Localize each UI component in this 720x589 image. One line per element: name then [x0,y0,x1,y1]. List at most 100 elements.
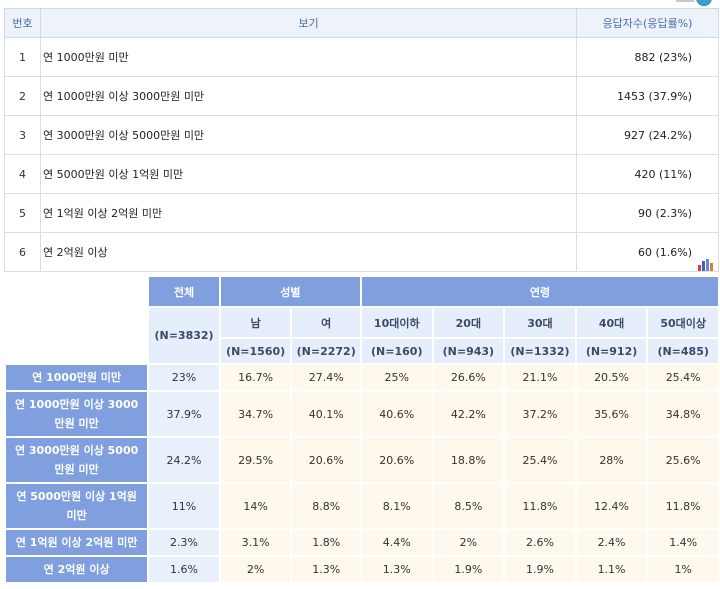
help-badge-icon[interactable] [696,0,712,6]
crosstab-cell: 21.1% [505,365,575,390]
result-value: 882 (23%) [576,37,719,77]
crosstab-cell: 11% [149,484,219,528]
crosstab-cell: 20.6% [361,438,432,482]
header-age-n: (N=912) [576,339,647,363]
result-no: 4 [4,154,41,194]
crosstab-cell: 1.8% [292,530,360,555]
header-age-n: (N=485) [648,339,718,363]
header-gender-n: (N=1560) [220,339,291,363]
result-value: 60 (1.6%) [576,232,719,272]
crosstab-row: 연 1억원 이상 2억원 미만 2.3% 3.1% 1.8% 4.4% 2% 2.6% 2.4… [6,530,718,555]
crosstab-cell: 20.6% [292,438,360,482]
header-gender-n: (N=2272) [292,339,360,363]
header-age-col: 30대 [505,308,575,337]
header-gender-col: 여 [292,308,360,337]
bar-chart-icon[interactable] [698,259,713,271]
crosstab-row: 연 1000만원 미만 23% 16.7% 27.4% 25% 26.6% 21.1% 20.… [6,365,718,390]
crosstab-n-row: (N=1560) (N=2272) (N=160) (N=943) (N=1332) (N… [6,339,718,363]
header-decoration [676,0,694,2]
result-label: 연 1000만원 미만 [40,37,577,77]
crosstab-cell: 16.7% [220,365,291,390]
crosstab-cell: 37.2% [505,392,575,436]
header-total: 전체 [149,277,219,306]
crosstab-cell: 11.8% [505,484,575,528]
crosstab-cell: 1.4% [648,530,718,555]
crosstab-cell: 25% [361,365,432,390]
crosstab-cell: 8.1% [361,484,432,528]
crosstab-row: 연 1000만원 이상 3000만원 미만 37.9% 34.7% 40.1% 40.6… [6,392,718,436]
result-no: 5 [4,193,41,233]
crosstab-cell: 1.3% [361,557,432,582]
crosstab-cell: 2% [433,530,504,555]
crosstab-cell: 11.8% [648,484,718,528]
crosstab-cell: 1% [648,557,718,582]
header-age-col: 20대 [433,308,504,337]
crosstab-cell: 28% [576,438,647,482]
crosstab-cell: 3.1% [220,530,291,555]
crosstab-header-row: 전체 성별 연령 [6,277,718,363]
result-label: 연 3000만원 이상 5000만원 미만 [40,115,577,155]
crosstab-cell: 8.8% [292,484,360,528]
crosstab-cell: 2% [220,557,291,582]
crosstab-cell: 25.4% [505,438,575,482]
crosstab-row-label: 연 1000만원 이상 3000만원 미만 [6,392,148,436]
crosstab-cell: 1.6% [149,557,219,582]
header-gender-col: 남 [220,308,291,337]
header-age-n: (N=160) [361,339,432,363]
crosstab-cell: 26.6% [433,365,504,390]
result-label: 연 1000만원 이상 3000만원 미만 [40,76,577,116]
header-age-n: (N=1332) [505,339,575,363]
crosstab-cell: 1.3% [292,557,360,582]
crosstab-cell: 37.9% [149,392,219,436]
crosstab-cell: 4.4% [361,530,432,555]
crosstab-row-label: 연 5000만원 이상 1억원 미만 [6,484,148,528]
crosstab-cell: 25.4% [648,365,718,390]
crosstab-row-label: 연 1억원 이상 2억원 미만 [6,530,148,555]
crosstab-cell: 2.3% [149,530,219,555]
crosstab-row: 연 3000만원 이상 5000만원 미만 24.2% 29.5% 20.6% 20.6… [6,438,718,482]
crosstab-row-label: 연 3000만원 이상 5000만원 미만 [6,438,148,482]
result-value: 90 (2.3%) [576,193,719,233]
crosstab-cell: 12.4% [576,484,647,528]
crosstab-cell: 20.5% [576,365,647,390]
result-label: 연 5000만원 이상 1억원 미만 [40,154,577,194]
crosstab-cell: 34.7% [220,392,291,436]
header-total-n: (N=3832) [149,308,219,363]
crosstab-cell: 1.1% [576,557,647,582]
crosstab-cell: 8.5% [433,484,504,528]
header-option: 보기 [40,8,577,38]
crosstab-row: 연 2억원 이상 1.6% 2% 1.3% 1.3% 1.9% 1.9% 1.1% 1% [6,557,718,582]
crosstab-corner [6,277,148,363]
crosstab-subheader-row: (N=3832) 남 여 10대이하 20대 30대 40대 50대이상 [6,308,718,363]
result-label: 연 2억원 이상 [40,232,577,272]
header-age-n: (N=943) [433,339,504,363]
result-value: 1453 (37.9%) [576,76,719,116]
crosstab-row-label: 연 2억원 이상 [6,557,148,582]
crosstab-cell: 25.6% [648,438,718,482]
header-age-col: 50대이상 [648,308,718,337]
crosstab-cell: 1.9% [433,557,504,582]
crosstab-cell: 18.8% [433,438,504,482]
result-value: 420 (11%) [576,154,719,194]
result-no: 3 [4,115,41,155]
result-no: 6 [4,232,41,272]
crosstab-cell: 1.9% [505,557,575,582]
crosstab-cell: 42.2% [433,392,504,436]
crosstab-cell: 40.1% [292,392,360,436]
crosstab-cell: 35.6% [576,392,647,436]
crosstab-cell: 34.8% [648,392,718,436]
header-no: 번호 [4,8,41,38]
crosstab-table: 전체 성별 연령 (N=3832) 남 여 10대이하 20대 30대 40대 50대이상 (N=15… [4,275,720,584]
crosstab-row: 연 5000만원 이상 1억원 미만 11% 14% 8.8% 8.1% 8.5% 11.8… [6,484,718,528]
crosstab-row-label: 연 1000만원 미만 [6,365,148,390]
crosstab-cell: 27.4% [292,365,360,390]
header-age-col: 40대 [576,308,647,337]
header-age-col: 10대이하 [361,308,432,337]
